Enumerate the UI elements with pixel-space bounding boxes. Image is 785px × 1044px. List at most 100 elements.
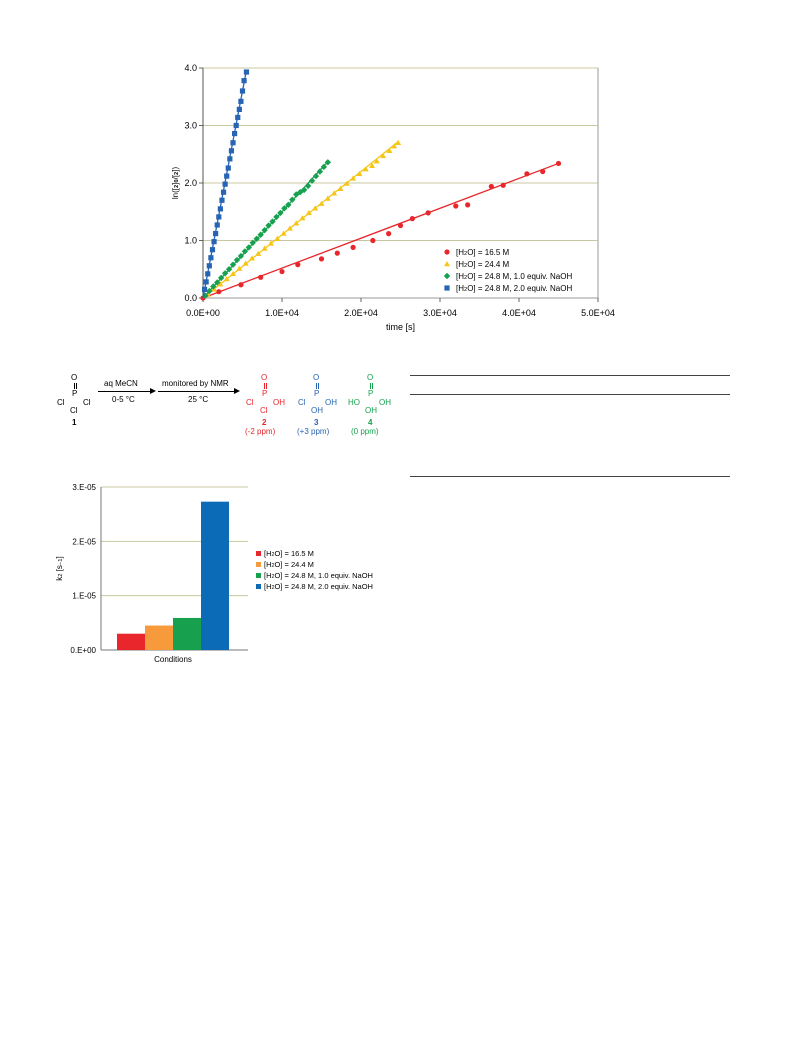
- atom-cl-right: Cl: [83, 398, 91, 407]
- compound-2: O P Cl OH Cl 2 (-2 ppm): [243, 365, 295, 445]
- data-point: [201, 286, 208, 292]
- data-point: [210, 283, 217, 290]
- data-point: [273, 213, 280, 221]
- data-point: [540, 168, 546, 175]
- data-point: [295, 262, 301, 268]
- atom-oh: OH: [273, 398, 285, 407]
- x-tick-label: 0.0E+00: [186, 308, 220, 318]
- data-point: [370, 237, 376, 244]
- atom-cl: Cl: [246, 398, 254, 407]
- atom-p: P: [314, 389, 320, 398]
- y-tick-label: 3.0: [184, 121, 197, 131]
- data-point: [241, 78, 247, 84]
- y-tick-label: 3.E-05: [72, 483, 96, 492]
- data-point: [206, 287, 213, 295]
- data-point: [236, 265, 243, 271]
- data-point: [238, 282, 244, 288]
- data-point: [425, 210, 431, 216]
- data-point: [216, 289, 222, 295]
- data-point: [312, 205, 319, 211]
- data-point: [386, 231, 392, 237]
- data-point: [316, 168, 324, 175]
- kinetics-scatter-chart: 0.0 1.0 2.0 3.0 4.0 0.0E+00 1.0E+04 2.0E+04 3.0E…: [171, 63, 615, 332]
- data-point: [444, 285, 450, 291]
- data-point: [203, 279, 209, 285]
- y-axis-label: ln([2]0/[2]): [171, 167, 180, 200]
- data-point: [258, 274, 264, 280]
- table-rule-top: [410, 375, 730, 376]
- data-point: [219, 197, 225, 203]
- data-point: [239, 88, 246, 94]
- data-point: [443, 272, 451, 280]
- table-rule-bottom: [410, 476, 730, 477]
- nmr-shift: (0 ppm): [351, 427, 379, 436]
- y-tick-label: 1.0: [184, 236, 197, 246]
- compound-number: 3: [314, 418, 319, 427]
- atom-cl-bottom: Cl: [260, 406, 268, 415]
- x-tick-label: 2.0E+04: [344, 308, 378, 318]
- legend-label: [H2O] = 24.8 M, 1.0 equiv. NaOH: [456, 272, 572, 281]
- data-point: [217, 206, 223, 212]
- data-point: [280, 230, 287, 236]
- series-3: [202, 159, 332, 299]
- data-point: [230, 270, 237, 277]
- compound-number: 4: [368, 418, 373, 427]
- series-1: [200, 160, 562, 301]
- double-bond: [264, 383, 267, 389]
- atom-o: O: [71, 373, 78, 382]
- legend-label: [H2O] = 24.4 M: [264, 560, 314, 569]
- double-bond: [316, 383, 319, 389]
- data-point: [334, 250, 340, 256]
- data-point: [261, 226, 268, 234]
- atom-oh: OH: [325, 398, 337, 407]
- data-point: [217, 274, 225, 282]
- y-tick-label: 2.0: [184, 178, 197, 188]
- atom-oh-bottom: OH: [311, 406, 323, 415]
- bar: [201, 501, 229, 650]
- arrow-2-condition: 25 °C: [188, 395, 209, 404]
- data-point: [337, 185, 344, 191]
- data-point: [253, 235, 260, 242]
- data-point: [524, 171, 530, 177]
- data-point: [465, 202, 471, 208]
- x-axis-label: Conditions: [154, 655, 192, 664]
- data-point: [221, 270, 229, 277]
- compound-3: O P Cl OH OH 3 (+3 ppm): [295, 365, 347, 445]
- atom-oh-bottom: OH: [365, 406, 377, 415]
- bar: [145, 625, 173, 650]
- data-point: [286, 225, 293, 231]
- atom-cl-bottom: Cl: [70, 406, 78, 415]
- data-point: [237, 252, 245, 260]
- data-point: [241, 248, 249, 255]
- atom-ho: HO: [348, 398, 360, 407]
- data-point: [304, 182, 312, 190]
- data-point: [380, 152, 387, 159]
- data-point: [305, 209, 312, 216]
- data-point: [216, 214, 222, 220]
- rate-constant-bar-chart: 0.E+00 1.E-05 2.E-05 3.E-05 Conditions k2 [s−…: [55, 483, 373, 664]
- data-point: [293, 191, 300, 198]
- data-point: [488, 183, 494, 190]
- bar: [117, 633, 145, 650]
- arrow-1-line: [98, 391, 152, 392]
- data-point: [265, 222, 272, 229]
- y-axis-label: k2 [s−1]: [55, 556, 64, 580]
- data-point: [318, 200, 325, 206]
- legend-label: [H2O] = 24.4 M: [456, 260, 510, 269]
- data-point: [223, 276, 230, 282]
- data-point: [324, 195, 331, 201]
- data-point: [350, 244, 356, 250]
- data-point: [227, 156, 233, 162]
- data-point: [318, 256, 325, 262]
- data-point: [238, 98, 244, 104]
- legend-swatch: [256, 584, 261, 589]
- data-point: [444, 249, 450, 255]
- atom-o: O: [261, 373, 268, 382]
- compound-4: O P HO OH OH 4 (0 ppm): [347, 365, 402, 445]
- data-point: [500, 182, 506, 188]
- data-point: [277, 209, 284, 217]
- data-point: [269, 218, 276, 225]
- data-point: [308, 177, 316, 184]
- data-point: [444, 261, 450, 267]
- data-point: [395, 139, 402, 145]
